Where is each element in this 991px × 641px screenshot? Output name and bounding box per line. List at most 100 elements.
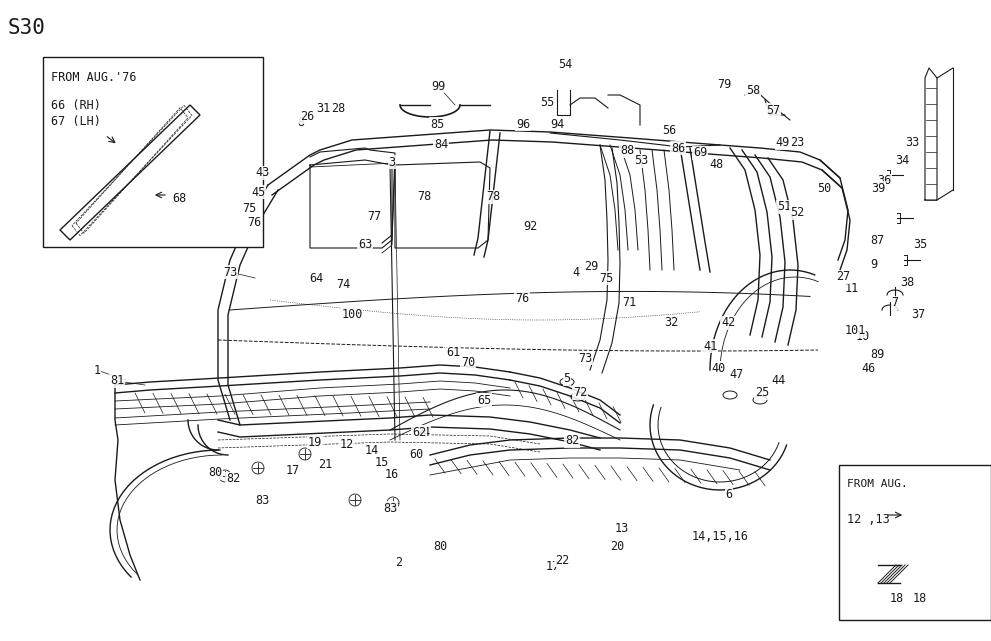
Text: 29: 29 (584, 260, 599, 272)
Text: 100: 100 (341, 308, 363, 320)
Text: 64: 64 (309, 272, 323, 285)
Text: 57: 57 (766, 103, 780, 117)
Text: 65: 65 (477, 394, 492, 406)
Text: 87: 87 (870, 233, 884, 247)
Text: 101: 101 (844, 324, 866, 338)
Text: S30: S30 (8, 18, 46, 38)
Text: 7: 7 (892, 297, 899, 310)
Bar (839, 465, 991, 620)
Text: 25: 25 (755, 387, 769, 399)
Text: 60: 60 (409, 449, 423, 462)
Text: 99: 99 (431, 79, 445, 92)
Text: 94: 94 (550, 117, 564, 131)
Text: 52: 52 (790, 206, 804, 219)
Text: 8: 8 (297, 115, 304, 128)
Text: 48: 48 (709, 158, 723, 172)
Text: 34: 34 (895, 154, 909, 167)
Text: 72: 72 (573, 387, 587, 399)
Text: 56: 56 (662, 124, 676, 137)
Text: 22: 22 (555, 553, 569, 567)
Text: 9: 9 (870, 258, 878, 272)
Text: 50: 50 (817, 181, 831, 194)
Text: 71: 71 (622, 297, 636, 310)
Text: 27: 27 (835, 271, 850, 283)
Text: 37: 37 (911, 308, 926, 322)
Text: 58: 58 (746, 83, 760, 97)
Text: FROM AUG.'76: FROM AUG.'76 (51, 71, 137, 84)
Text: 77: 77 (367, 210, 382, 224)
Text: 13: 13 (614, 522, 629, 535)
Text: 43: 43 (255, 167, 270, 179)
Text: 54: 54 (558, 58, 572, 71)
Text: 78: 78 (486, 190, 500, 203)
Bar (43, 57, 263, 247)
Text: 74: 74 (336, 278, 350, 290)
Text: 68: 68 (172, 192, 186, 204)
Text: 73: 73 (223, 265, 237, 278)
Text: 20: 20 (609, 540, 624, 553)
Text: 17: 17 (285, 463, 300, 476)
Text: 82: 82 (226, 472, 240, 485)
Text: 76: 76 (247, 215, 261, 228)
Text: 14,15,16: 14,15,16 (692, 529, 748, 542)
Text: 75: 75 (599, 272, 613, 285)
Text: 88: 88 (620, 144, 634, 158)
Text: 28: 28 (331, 103, 345, 115)
Text: 42: 42 (720, 317, 735, 329)
Text: 73: 73 (578, 351, 593, 365)
Text: 14: 14 (365, 444, 380, 456)
Text: 84: 84 (434, 138, 448, 151)
Text: 11: 11 (845, 281, 859, 294)
Text: 32: 32 (664, 317, 678, 329)
Text: 85: 85 (430, 117, 444, 131)
Text: FROM AUG.: FROM AUG. (847, 479, 908, 489)
Text: 53: 53 (634, 154, 648, 167)
Text: 17: 17 (546, 560, 560, 574)
Text: 4: 4 (573, 265, 580, 278)
Text: 6: 6 (725, 488, 732, 501)
Text: 41: 41 (703, 340, 717, 353)
Text: 39: 39 (871, 181, 885, 194)
Text: 19: 19 (308, 435, 322, 449)
Text: 15: 15 (375, 456, 389, 469)
Text: 12: 12 (340, 438, 354, 451)
Text: 92: 92 (523, 219, 537, 233)
Text: 40: 40 (712, 362, 726, 374)
Text: 24: 24 (416, 426, 430, 438)
Text: 81: 81 (110, 374, 124, 388)
Text: 67 (LH): 67 (LH) (51, 115, 101, 128)
Text: 45: 45 (251, 185, 266, 199)
Text: 75: 75 (242, 201, 256, 215)
Text: 10: 10 (856, 329, 870, 342)
Text: 66 (RH): 66 (RH) (51, 99, 101, 112)
Text: 47: 47 (728, 369, 743, 381)
Text: 80: 80 (208, 467, 222, 479)
Text: 44: 44 (771, 374, 785, 387)
Text: 51: 51 (777, 201, 791, 213)
Text: 46: 46 (862, 362, 876, 374)
Text: 83: 83 (383, 501, 397, 515)
Text: 49: 49 (776, 137, 790, 149)
Text: 35: 35 (913, 238, 928, 251)
Text: 31: 31 (316, 103, 330, 115)
Text: 78: 78 (417, 190, 431, 203)
Text: 83: 83 (255, 494, 270, 508)
Text: 33: 33 (905, 137, 919, 149)
Text: 12 ,13: 12 ,13 (847, 513, 890, 526)
Text: 2: 2 (395, 556, 402, 569)
Text: 62: 62 (412, 426, 426, 438)
Text: 21: 21 (318, 458, 332, 472)
Text: 70: 70 (461, 356, 475, 369)
Text: 79: 79 (716, 78, 731, 90)
Text: 5: 5 (564, 372, 571, 385)
Text: 89: 89 (870, 349, 884, 362)
Text: 80: 80 (433, 540, 447, 553)
Text: 63: 63 (358, 238, 373, 251)
Text: 26: 26 (300, 110, 314, 124)
Text: 96: 96 (516, 117, 530, 131)
Text: 82: 82 (565, 435, 579, 447)
Text: 86: 86 (671, 142, 685, 154)
Text: 16: 16 (385, 467, 399, 481)
Text: 38: 38 (900, 276, 914, 288)
Text: 18: 18 (913, 592, 928, 604)
